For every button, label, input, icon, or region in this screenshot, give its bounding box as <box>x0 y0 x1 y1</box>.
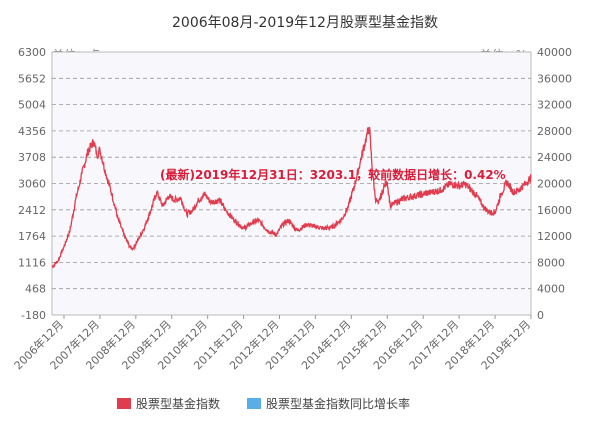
right-axis: 0 4000 8000 12000 16000 20000 24000 28000 32000 3… <box>537 46 572 322</box>
right-tick-label: 4000 <box>537 283 565 296</box>
left-tick-label: 3060 <box>18 178 46 191</box>
series-layer <box>51 126 532 269</box>
latest-value-annotation: (最新)2019年12月31日：3203.1，较前数据日增长：0.42% <box>160 167 506 182</box>
right-tick-label: 28000 <box>537 125 572 138</box>
left-tick-label: 5652 <box>18 72 46 85</box>
left-tick-label: 1764 <box>18 230 46 243</box>
right-tick-label: 24000 <box>537 151 572 164</box>
legend-swatch-yoy <box>247 398 261 409</box>
right-tick-label: 16000 <box>537 204 572 217</box>
left-tick-label: 5004 <box>18 99 46 112</box>
legend: 股票型基金指数 股票型基金指数同比增长率 <box>117 396 410 411</box>
right-tick-label: 20000 <box>537 178 572 191</box>
legend-label-index: 股票型基金指数 <box>136 396 220 411</box>
right-tick-label: 0 <box>537 309 544 322</box>
series-line-stock-fund-index <box>51 126 532 269</box>
left-tick-label: 2412 <box>18 204 46 217</box>
legend-swatch-index <box>117 398 131 409</box>
x-axis: 2006年12月2007年12月2008年12月2009年12月2010年12月… <box>11 315 533 372</box>
right-tick-label: 8000 <box>537 256 565 269</box>
right-tick-label: 12000 <box>537 230 572 243</box>
left-tick-label: 3708 <box>18 151 46 164</box>
left-tick-label: 468 <box>25 283 46 296</box>
right-tick-label: 32000 <box>537 99 572 112</box>
left-tick-label: -180 <box>21 309 46 322</box>
legend-label-yoy: 股票型基金指数同比增长率 <box>266 396 410 411</box>
right-tick-label: 40000 <box>537 46 572 59</box>
left-tick-label: 4356 <box>18 125 46 138</box>
left-tick-label: 1116 <box>18 256 46 269</box>
left-axis: -180 468 1116 1764 2412 3060 3708 4356 5004 5652 6… <box>18 46 46 322</box>
right-tick-label: 36000 <box>537 72 572 85</box>
left-tick-label: 6300 <box>18 46 46 59</box>
chart-title: 2006年08月-2019年12月股票型基金指数 <box>172 14 438 31</box>
